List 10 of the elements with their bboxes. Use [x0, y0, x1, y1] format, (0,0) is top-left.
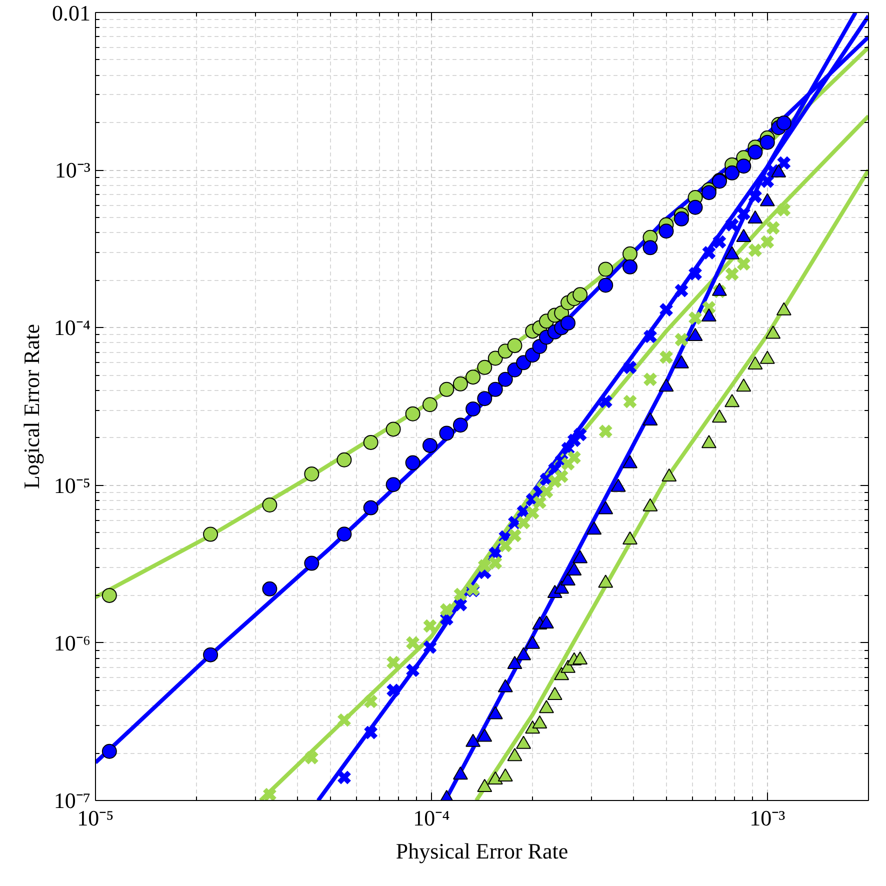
y-tick-label: 10⁻⁵ — [54, 472, 90, 498]
x-tick-label: 10⁻³ — [750, 806, 786, 830]
x-axis-title: Physical Error Rate — [396, 838, 568, 864]
y-tick-label: 10⁻⁴ — [54, 315, 91, 340]
x-tick-label: 10⁻⁴ — [413, 806, 450, 830]
y-tick-label: 0.01 — [52, 0, 90, 26]
x-tick-label: 10⁻⁵ — [77, 806, 114, 830]
y-tick-label: 10⁻⁶ — [54, 630, 90, 656]
y-tick-label: 10⁻³ — [54, 158, 91, 183]
y-axis-title: Logical Error Rate — [19, 324, 44, 489]
